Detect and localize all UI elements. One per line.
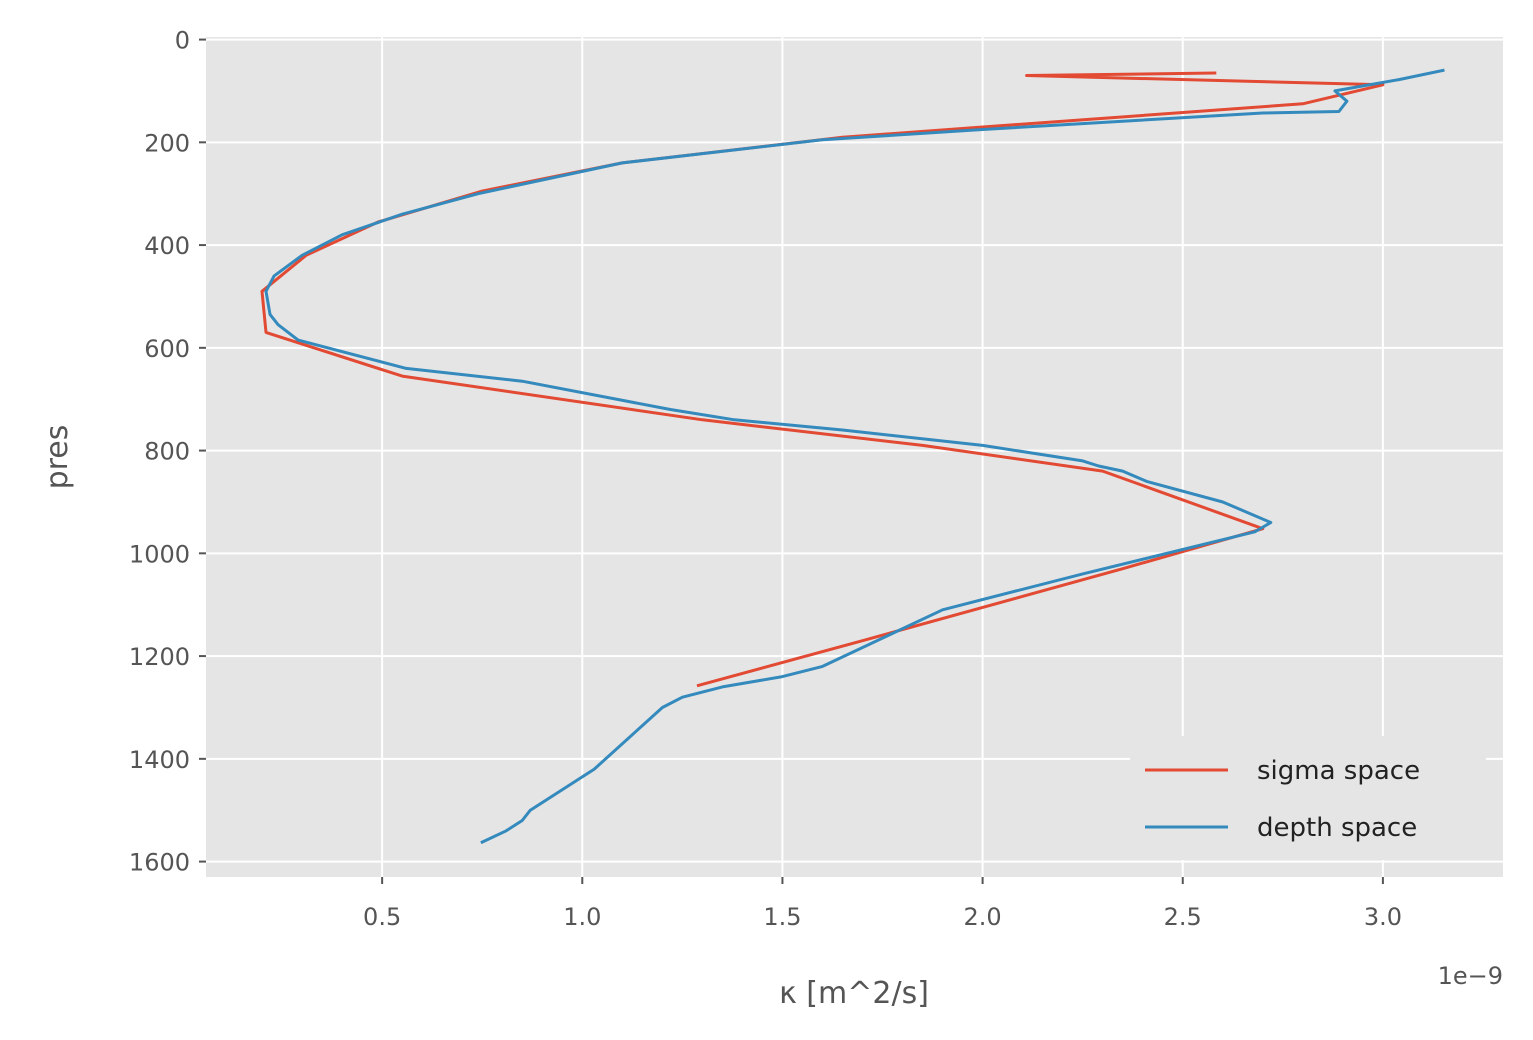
legend-box: [1130, 736, 1486, 860]
series-line-depth-space: [264, 68, 1445, 845]
x-axis-offset-label: 1e−9: [1438, 962, 1503, 990]
x-tick-label: 3.0: [1364, 903, 1402, 931]
y-tick-label: 1400: [129, 746, 190, 774]
y-tick-label: 200: [144, 129, 190, 157]
grid-lines: [206, 37, 1503, 877]
x-tick-label: 1.5: [763, 903, 801, 931]
legend-label-depth-space: depth space: [1257, 813, 1417, 843]
y-tick-label: 1000: [129, 540, 190, 568]
x-tick-label: 2.0: [964, 903, 1002, 931]
y-tick-label: 800: [144, 438, 190, 466]
y-tick-label: 0: [175, 27, 190, 55]
y-tick-label: 1600: [129, 849, 190, 877]
y-axis-label: pres: [40, 425, 75, 490]
legend: sigma space depth space: [1130, 736, 1486, 860]
x-tick-label: 1.0: [563, 903, 601, 931]
legend-label-sigma-space: sigma space: [1257, 756, 1420, 786]
x-tick-label: 2.5: [1164, 903, 1202, 931]
x-tick-label: 0.5: [363, 903, 401, 931]
y-tick-label: 600: [144, 335, 190, 363]
series-layer: [260, 68, 1445, 845]
y-tick-label: 400: [144, 232, 190, 260]
y-tick-label: 1200: [129, 643, 190, 671]
axis-ticks: 0.5 1.0 1.5 2.0 2.5 3.0 0 200 400 600 800 1000 1200 1…: [129, 27, 1402, 931]
x-axis-label: κ [m^2/s]: [779, 976, 929, 1011]
